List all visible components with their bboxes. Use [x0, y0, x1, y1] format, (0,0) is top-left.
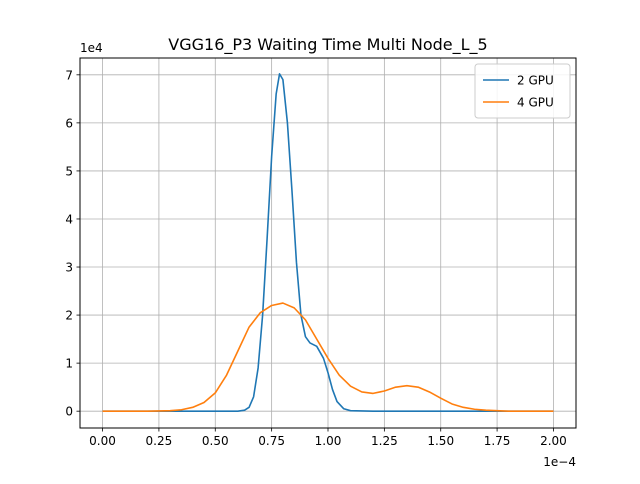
x-tick-label: 1.25: [371, 434, 398, 448]
x-tick-label: 1.75: [484, 434, 511, 448]
y-tick-label: 4: [65, 212, 73, 226]
y-tick-label: 3: [65, 261, 73, 275]
y-axis-offset-label: 1e4: [80, 41, 103, 55]
x-tick-label: 1.00: [315, 434, 342, 448]
y-tick-label: 1: [65, 357, 73, 371]
legend-label: 2 GPU: [517, 74, 554, 88]
y-tick-label: 7: [65, 68, 73, 82]
y-tick-label: 5: [65, 164, 73, 178]
axis-ticks: 0.00 0.25 0.50 0.75 1.00 1.25 1.50 1.75 2.00 0 1 2 3…: [65, 68, 566, 448]
y-tick-label: 6: [65, 116, 73, 130]
y-tick-label: 0: [65, 405, 73, 419]
x-tick-label: 0.00: [89, 434, 116, 448]
series-line-1: [102, 73, 554, 412]
legend-label: 4 GPU: [517, 96, 554, 110]
x-tick-label: 0.75: [258, 434, 285, 448]
y-tick-label: 2: [65, 309, 73, 323]
x-tick-label: 0.50: [202, 434, 229, 448]
x-tick-label: 0.25: [146, 434, 173, 448]
x-axis-offset-label: 1e−4: [543, 455, 576, 469]
x-tick-label: 1.50: [427, 434, 454, 448]
chart-title: VGG16_P3 Waiting Time Multi Node_L_5: [168, 35, 487, 55]
series-lines: [102, 73, 554, 412]
x-tick-label: 2.00: [540, 434, 567, 448]
legend-box: [474, 63, 571, 119]
series-line-2: [102, 302, 554, 412]
legend: 2 GPU 4 GPU: [474, 63, 571, 119]
